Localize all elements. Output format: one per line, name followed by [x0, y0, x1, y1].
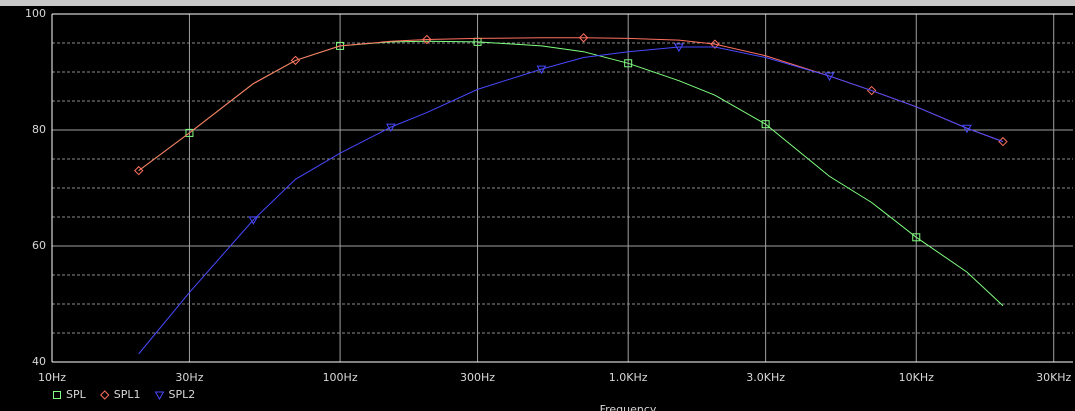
marker: [624, 59, 633, 68]
marker: [761, 120, 770, 129]
y-tick-label: 100: [25, 7, 46, 20]
x-tick-label: 100Hz: [323, 371, 358, 384]
marker: [385, 123, 396, 133]
x-tick-label: 300Hz: [460, 371, 495, 384]
y-tick-label: 60: [32, 239, 46, 252]
marker: [185, 128, 194, 137]
marker: [134, 165, 144, 176]
marker: [154, 391, 165, 401]
marker: [536, 65, 547, 75]
marker: [422, 34, 432, 45]
marker: [248, 216, 259, 225]
x-tick-label: 30Hz: [175, 371, 203, 384]
marker: [674, 43, 684, 53]
window-strip: [0, 0, 1075, 6]
marker: [100, 390, 110, 400]
legend-label: SPL1: [114, 388, 141, 401]
x-tick-label: 10Hz: [38, 371, 66, 384]
marker: [962, 124, 972, 134]
x-tick-label: 30KHz: [1036, 371, 1071, 384]
y-tick-label: 80: [32, 123, 46, 136]
legend-label: SPL: [66, 388, 87, 401]
x-tick-label: 3.0KHz: [746, 371, 785, 384]
marker: [290, 55, 301, 66]
x-tick-label: 1.0KHz: [609, 371, 648, 384]
x-axis-label: Frequency: [600, 403, 657, 411]
y-tick-label: 40: [32, 355, 46, 368]
marker: [824, 72, 835, 82]
marker: [53, 391, 61, 399]
series-line: [138, 37, 1004, 172]
series-line: [138, 46, 1004, 355]
marker: [710, 39, 720, 49]
x-tick-label: 10KHz: [899, 371, 934, 384]
legend-label: SPL2: [169, 388, 196, 401]
marker: [578, 33, 589, 43]
marker: [912, 233, 921, 242]
series-line: [138, 40, 1004, 307]
